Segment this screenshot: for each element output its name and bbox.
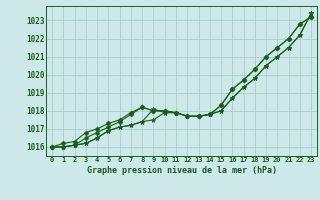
X-axis label: Graphe pression niveau de la mer (hPa): Graphe pression niveau de la mer (hPa) [87,166,276,175]
